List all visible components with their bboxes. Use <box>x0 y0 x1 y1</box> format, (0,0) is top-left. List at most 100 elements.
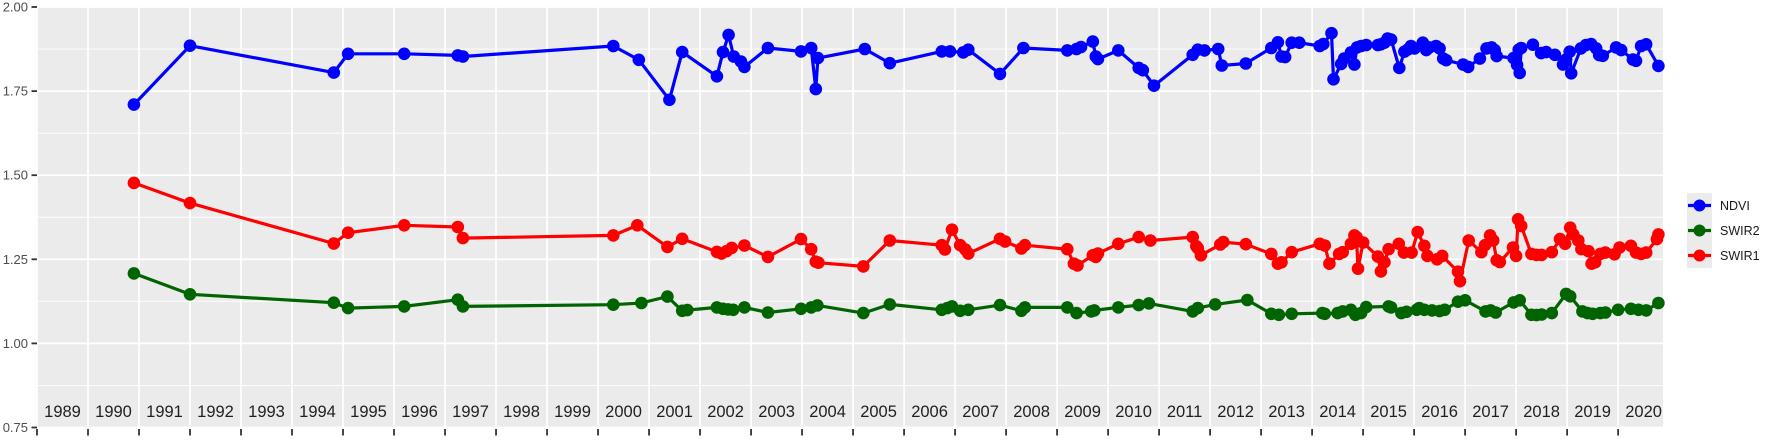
x-axis-label: 1992 <box>197 403 234 421</box>
data-point-swir1 <box>451 220 465 234</box>
data-point-swir1 <box>1545 245 1559 259</box>
data-point-swir1 <box>1194 249 1208 262</box>
data-point-swir1 <box>1639 246 1653 259</box>
data-point-swir2 <box>1132 298 1145 312</box>
legend-item-ndvi: NDVI <box>1687 193 1760 218</box>
legend-label-swir1: SWIR1 <box>1720 248 1760 263</box>
x-axis-label: 2017 <box>1472 403 1509 421</box>
data-point-swir2 <box>1359 300 1373 314</box>
data-point-swir2 <box>661 290 674 303</box>
data-point-swir2 <box>681 303 694 317</box>
data-point-ndvi <box>1136 63 1150 77</box>
x-axis-label: 2011 <box>1167 403 1202 421</box>
y-axis-label: 2.00 <box>3 0 28 15</box>
legend-item-swir2: SWIR2 <box>1687 218 1760 243</box>
data-point-ndvi <box>1563 45 1576 58</box>
data-point-swir1 <box>1652 228 1665 241</box>
data-point-swir1 <box>945 223 959 236</box>
data-point-swir2 <box>1563 290 1577 303</box>
data-point-ndvi <box>1513 66 1526 80</box>
x-axis-label: 1997 <box>452 403 489 421</box>
data-point-swir2 <box>183 288 197 301</box>
data-point-ndvi <box>327 66 341 79</box>
data-point-ndvi <box>1614 43 1628 57</box>
data-point-swir1 <box>1435 249 1449 263</box>
data-point-swir2 <box>1611 303 1625 317</box>
data-point-swir1 <box>1265 247 1278 261</box>
y-axis-label: 1.00 <box>3 336 28 351</box>
x-axis-label: 1995 <box>350 403 387 421</box>
data-point-swir1 <box>183 196 197 210</box>
data-point-ndvi <box>993 67 1007 81</box>
data-point-swir2 <box>341 301 355 315</box>
y-axis-label: 1.50 <box>3 168 28 183</box>
data-point-swir1 <box>397 219 411 232</box>
data-point-ndvi <box>675 45 689 59</box>
data-point-swir2 <box>607 298 620 312</box>
x-axis-label: 2019 <box>1574 403 1611 421</box>
x-axis-label: 1989 <box>44 403 81 421</box>
data-point-swir2 <box>1272 308 1286 322</box>
data-point-ndvi <box>1271 36 1285 49</box>
data-point-swir2 <box>1191 301 1205 315</box>
legend-label-swir2: SWIR2 <box>1720 223 1760 238</box>
data-point-ndvi <box>809 82 823 96</box>
x-axis-label: 2012 <box>1217 403 1254 421</box>
y-axis-label: 1.25 <box>3 252 28 267</box>
data-point-swir1 <box>631 219 644 232</box>
data-point-ndvi <box>1433 42 1446 55</box>
x-axis-label: 2018 <box>1523 403 1560 421</box>
data-point-swir1 <box>1405 246 1418 259</box>
data-point-swir2 <box>761 306 775 319</box>
data-point-swir2 <box>1241 293 1254 307</box>
data-point-swir2 <box>1458 294 1472 307</box>
data-point-swir1 <box>1462 234 1475 247</box>
data-point-swir2 <box>993 298 1007 312</box>
data-point-ndvi <box>1317 37 1330 51</box>
data-point-ndvi <box>1278 50 1292 64</box>
data-point-swir2 <box>811 299 824 312</box>
data-point-ndvi <box>1639 38 1653 51</box>
line-point-glyph-icon <box>1688 224 1711 237</box>
data-point-ndvi <box>761 41 775 55</box>
x-axis-label: 2003 <box>758 403 795 421</box>
data-point-swir1 <box>1356 236 1370 249</box>
legend-item-swir1: SWIR1 <box>1687 243 1760 268</box>
data-point-swir1 <box>1451 265 1465 279</box>
data-point-swir2 <box>1545 306 1559 320</box>
data-point-swir2 <box>1639 304 1653 317</box>
data-point-ndvi <box>1384 33 1398 46</box>
data-point-swir2 <box>1652 296 1665 310</box>
data-point-swir2 <box>883 298 897 311</box>
data-point-swir2 <box>1400 305 1413 319</box>
data-point-swir2 <box>738 301 751 314</box>
data-point-ndvi <box>1548 48 1562 62</box>
data-point-ndvi <box>1091 52 1105 66</box>
data-point-ndvi <box>1348 58 1361 71</box>
data-point-ndvi <box>183 39 197 52</box>
x-axis-label: 1996 <box>401 403 438 421</box>
data-point-ndvi <box>1629 54 1643 68</box>
data-point-swir1 <box>1285 245 1298 259</box>
data-point-ndvi <box>1473 52 1487 65</box>
x-axis-label: 1991 <box>146 403 183 421</box>
data-point-swir1 <box>1112 237 1125 251</box>
data-point-swir1 <box>1582 244 1595 258</box>
data-point-ndvi <box>794 45 808 58</box>
data-point-ndvi <box>127 98 141 111</box>
data-point-swir1 <box>1275 255 1288 269</box>
x-axis-label: 2014 <box>1319 403 1356 421</box>
data-point-swir1 <box>738 239 751 252</box>
data-point-swir1 <box>1018 238 1032 252</box>
data-point-swir2 <box>1535 308 1548 321</box>
legend: NDVI SWIR2 SWIR1 <box>1687 193 1760 268</box>
x-axis-label: 1994 <box>299 403 336 421</box>
data-point-swir2 <box>456 300 470 313</box>
data-point-swir2 <box>857 306 870 320</box>
line-point-glyph-icon <box>1688 199 1711 212</box>
data-point-ndvi <box>632 53 646 67</box>
data-point-swir1 <box>1132 230 1145 244</box>
data-point-swir1 <box>725 241 738 255</box>
data-point-swir1 <box>1217 235 1230 249</box>
